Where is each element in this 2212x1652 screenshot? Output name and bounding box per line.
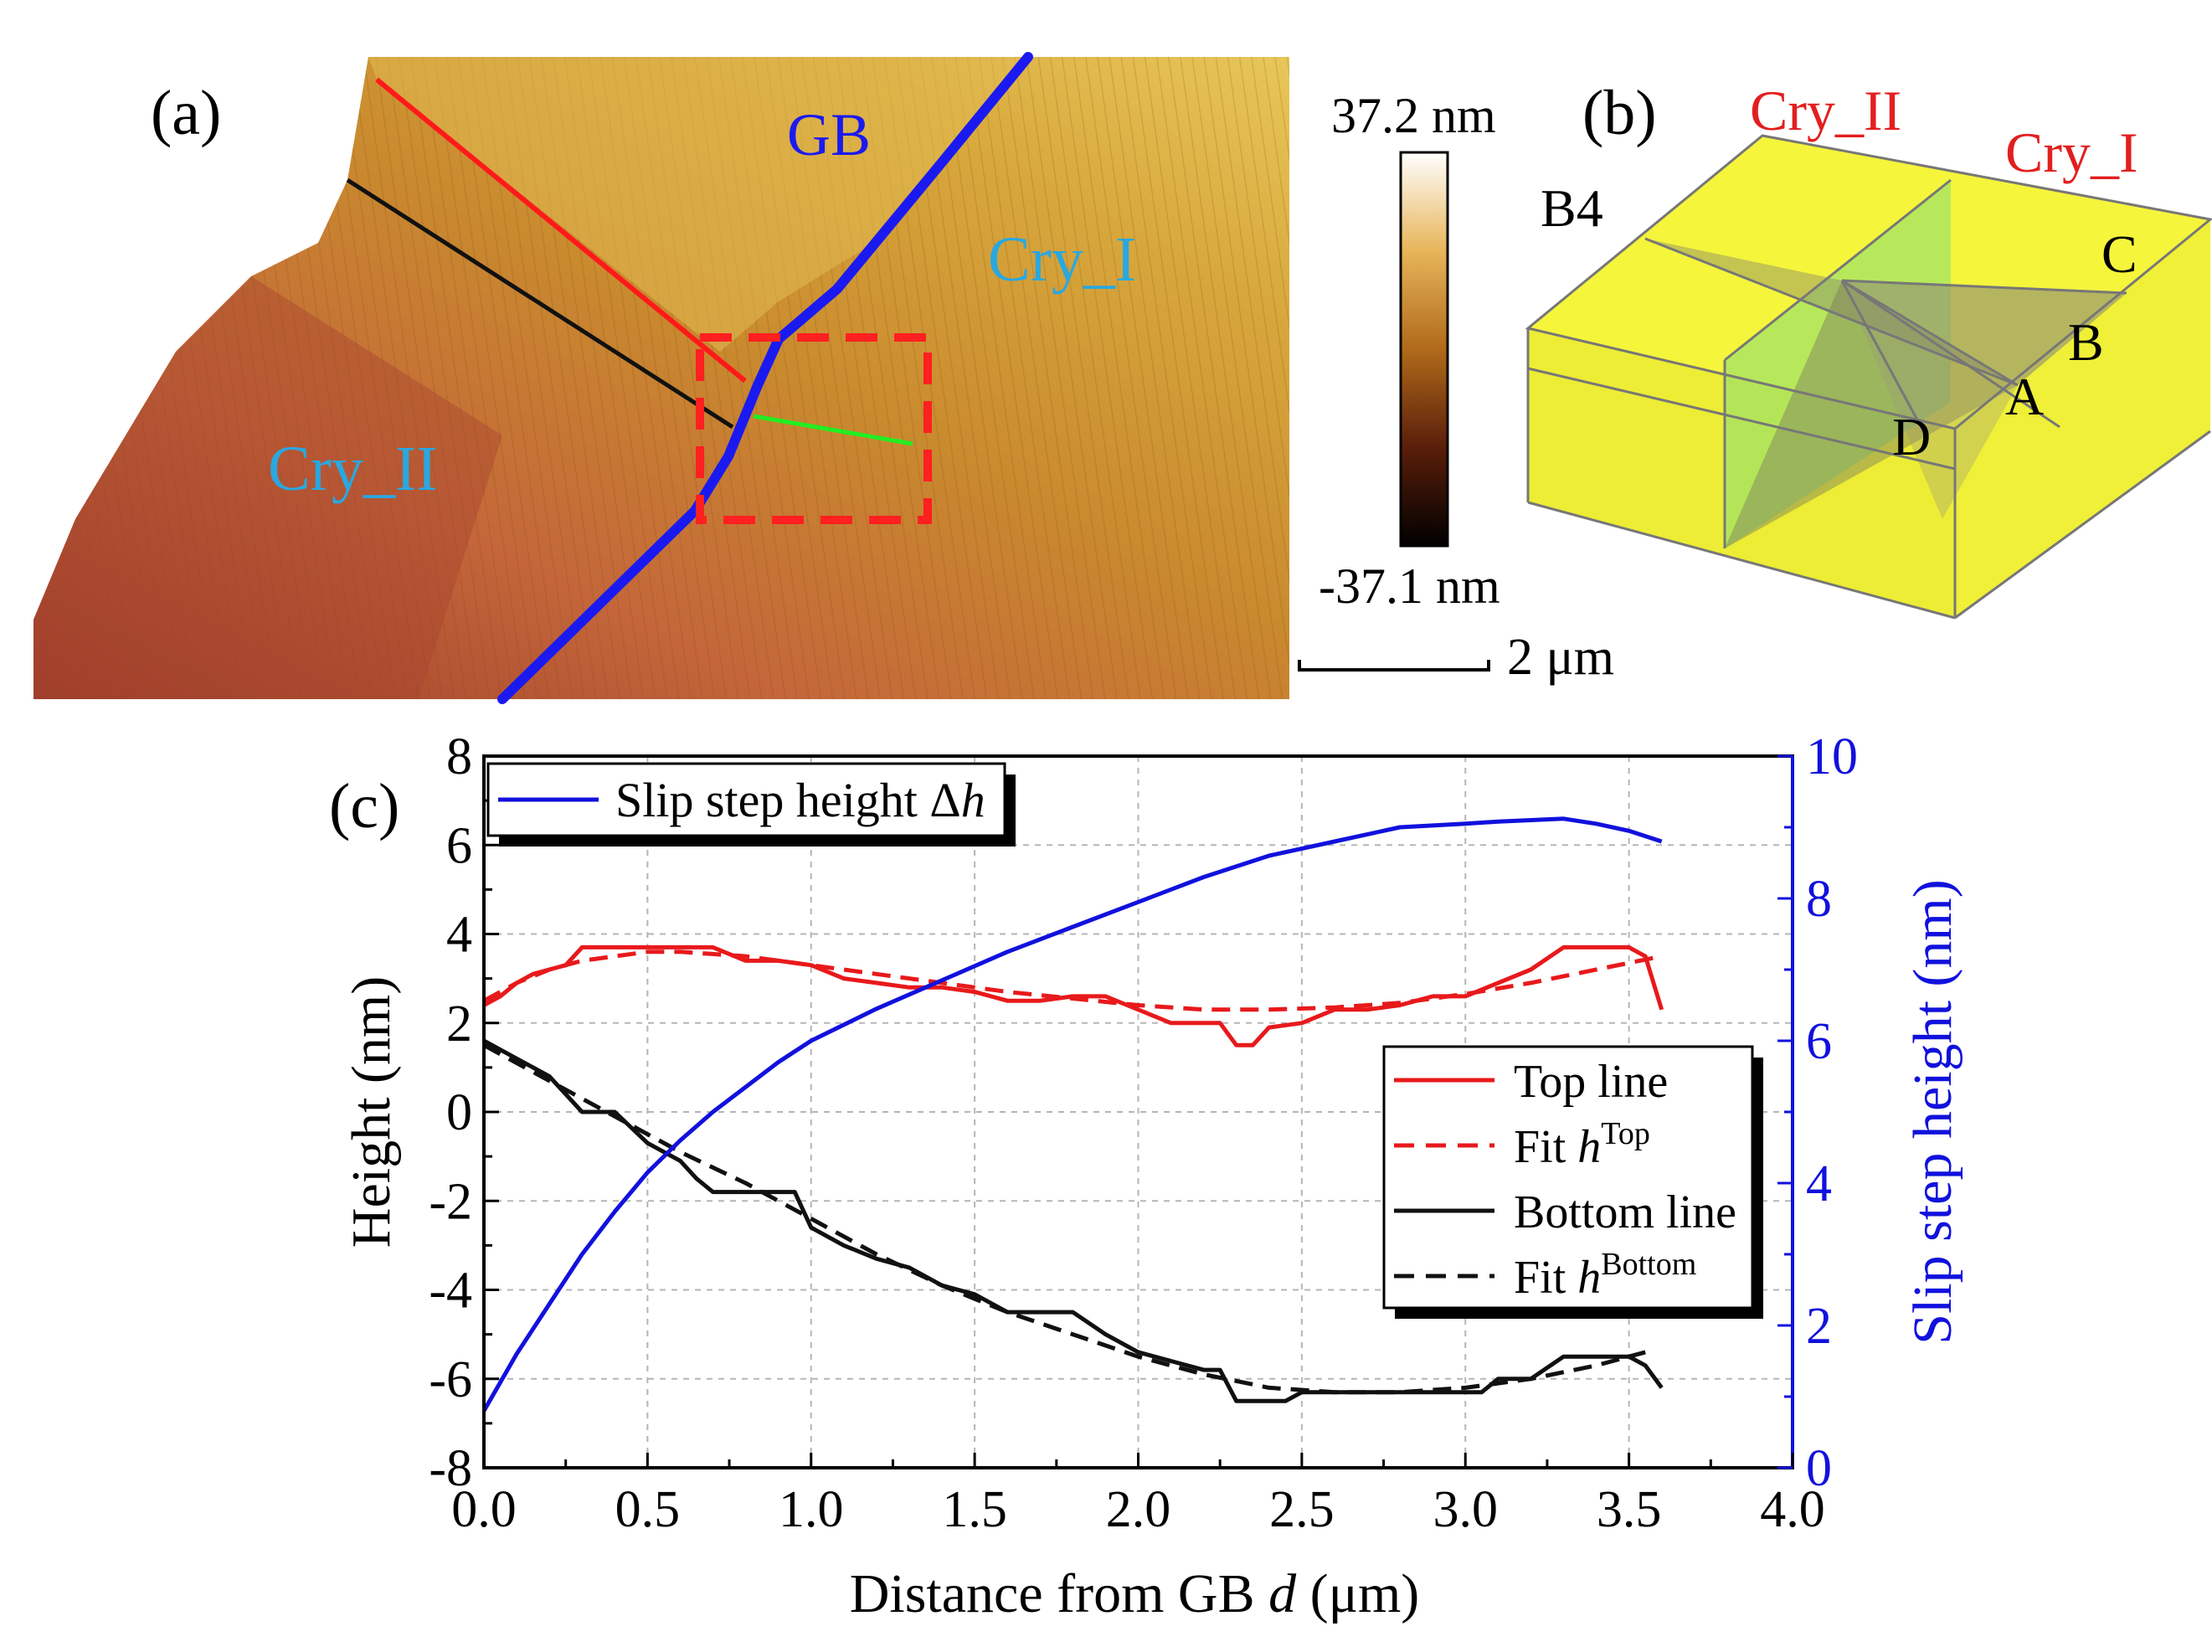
panel-c-label: (c) [329,771,399,841]
cry-i-label-a: Cry_I [988,224,1136,295]
panel-c: 0.0 0.5 1.0 1.5 2.0 2.5 3.0 3.5 4.0 -8 -… [329,728,1963,1624]
gray-slip-plane-2 [1725,280,2018,548]
y-right-tick-label: 4 [1806,1155,1832,1212]
y-right-tick-label: 0 [1806,1440,1832,1497]
legend-fit-bottom-var: h [1577,1252,1601,1304]
x-tick-labels: 0.0 0.5 1.0 1.5 2.0 2.5 3.0 3.5 4.0 [451,1481,1825,1538]
x-tick-label: 1.0 [779,1481,844,1538]
x-tick-label: 4.0 [1760,1481,1825,1538]
gray-slip-plane-3 [1842,280,2127,519]
legend-bottom-label: Bottom line [1514,1186,1736,1238]
legend-step: Slip step height Δh [486,762,1016,847]
cry-ii-label-b: Cry_II [1750,79,1901,142]
cube-right-face [1955,219,2210,618]
panel-b: (b) Cry_II Cry_I B4 C B A D [1525,78,2212,620]
slip-step-series [481,816,1663,1413]
legend-fit-top-prefix: Fit [1514,1121,1577,1173]
y-tick-label: 4 [446,907,472,964]
x-tick-label: 1.5 [942,1481,1007,1538]
colorbar [1399,151,1449,548]
y-tick-label: 8 [446,728,472,785]
legend-main: Top line Fit hTop Bottom line Fit hBotto… [1382,1045,1763,1319]
y-right-tick-labels: 0 2 4 6 8 10 [1806,728,1858,1497]
y-tick-label: -6 [429,1351,472,1408]
x-tick-label: 3.0 [1433,1481,1499,1538]
y-tick-label: 6 [446,817,472,874]
legend-fit-bottom-label: Fit hBottom [1514,1247,1696,1304]
scalebar [1298,660,1490,672]
panel-a: (a) GB Cry_I Cry_II 37.2 nm -37.1 nm 2 μ… [33,52,1614,704]
x-axis-title: Distance from GB d (μm) [850,1563,1420,1624]
scalebar-label: 2 μm [1507,629,1614,686]
legend-top-label: Top line [1514,1056,1668,1108]
y-tick-label: 0 [446,1084,472,1141]
x-axis-title-suffix: (μm) [1296,1563,1419,1624]
y-right-axis-title: Slip step height (nm) [1902,879,1963,1344]
fit-top-series [482,950,1663,1012]
legend-fit-bottom-sup: Bottom [1601,1247,1696,1282]
b4-label: B4 [1541,178,1603,238]
chart-ticks [482,754,1794,1469]
y-right-tick-label: 2 [1806,1298,1832,1355]
legend-fit-bottom-prefix: Fit [1514,1252,1577,1304]
region-box [696,333,932,524]
y-tick-label: -4 [429,1263,472,1320]
green-boundary-plane [1725,180,1951,548]
x-axis-title-prefix: Distance from GB [850,1563,1268,1624]
colorbar-max-label: 37.2 nm [1331,88,1496,143]
vertex-d-label: D [1892,407,1931,466]
x-axis-title-var: d [1268,1563,1297,1624]
y-tick-labels: -8 -6 -4 -2 0 2 4 6 8 [429,728,472,1497]
y-tick-label: -8 [429,1440,472,1497]
cry-i-label-b: Cry_I [2005,121,2138,184]
colorbar-min-label: -37.1 nm [1319,558,1500,614]
cube-edges [1525,134,2212,620]
bottom-line-series [482,1038,1664,1403]
x-tick-label: 0.0 [451,1481,517,1538]
afm-upper-plateau [368,57,1026,352]
y-axis-title: Height (nm) [341,976,402,1248]
x-tick-label: 2.5 [1269,1481,1335,1538]
top-line-series [482,944,1664,1047]
gray-slip-plane-1 [1645,239,2127,385]
vertex-a-label: A [2005,367,2044,426]
fit-bottom-series [482,1043,1646,1395]
legend-step-text: Slip step height Δ [615,773,961,827]
legend-fit-top-label: Fit hTop [1514,1116,1650,1173]
legend-step-label: Slip step height Δh [615,773,985,827]
panel-b-label: (b) [1582,78,1657,148]
chart-series [481,816,1664,1413]
red-profile-line [375,77,747,383]
y-tick-label: 2 [446,996,472,1052]
afm-cry-ii-ridges [33,276,502,699]
y-tick-label: -2 [429,1173,472,1230]
legend-step-var: h [961,773,985,827]
vertex-c-label: C [2101,224,2137,284]
gb-label: GB [787,101,871,168]
x-tick-label: 3.5 [1597,1481,1662,1538]
legend-fit-top-var: h [1577,1121,1601,1173]
afm-texture [33,57,1289,699]
legend-main-box [1382,1045,1754,1310]
x-tick-label: 0.5 [615,1481,681,1538]
black-profile-line [346,178,734,430]
green-profile-line [753,414,913,446]
vertex-b-label: B [2068,312,2104,372]
y-right-tick-label: 10 [1806,728,1858,785]
x-tick-label: 2.0 [1106,1481,1171,1538]
cry-ii-label-a: Cry_II [268,434,438,504]
y-right-tick-label: 8 [1806,871,1832,928]
panel-a-label: (a) [151,78,221,148]
y-right-tick-label: 6 [1806,1013,1832,1070]
legend-fit-top-sup: Top [1601,1116,1650,1151]
